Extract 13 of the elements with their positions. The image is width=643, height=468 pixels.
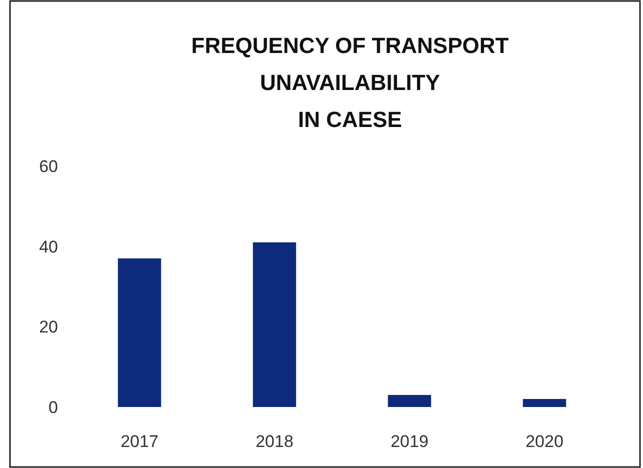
- y-tick-label: 0: [48, 398, 58, 417]
- y-tick-label: 20: [39, 318, 58, 337]
- x-tick-label: 2017: [120, 432, 158, 451]
- bar: [252, 242, 296, 407]
- y-tick-label: 60: [39, 156, 58, 176]
- x-tick-label: 2018: [256, 432, 294, 451]
- bar: [388, 394, 432, 407]
- x-tick-label: 2019: [390, 432, 428, 451]
- chart-title: FREQUENCY OF TRANSPORT UNAVAILABILITY IN CAESE: [191, 33, 510, 132]
- bar: [118, 258, 162, 407]
- bar: [522, 398, 566, 407]
- y-tick-label: 40: [39, 237, 58, 256]
- x-tick-label: 2020: [526, 432, 564, 451]
